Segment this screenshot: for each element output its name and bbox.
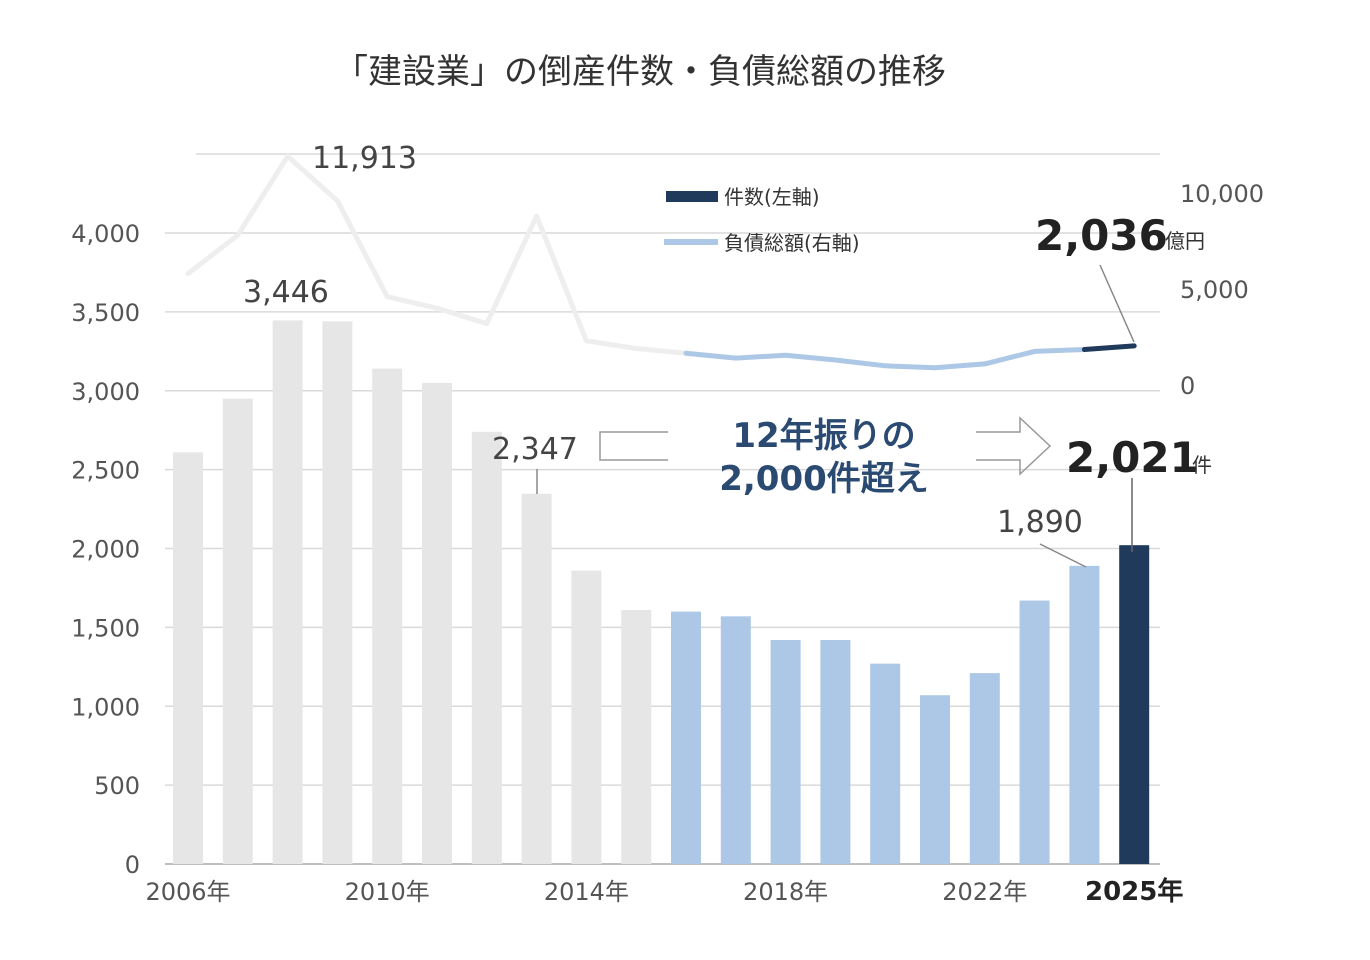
bar-2022 xyxy=(969,673,1000,864)
bar-2024 xyxy=(1069,565,1100,864)
legend-label-line: 負債総額(右軸) xyxy=(724,231,860,255)
label-bar-last-unit: 件 xyxy=(1192,453,1212,477)
right-tick-label: 10,000 xyxy=(1180,180,1264,208)
bar-2019 xyxy=(820,639,851,864)
bar-2021 xyxy=(920,695,950,864)
bar-2017 xyxy=(720,616,751,864)
line-segment-current xyxy=(1081,343,1137,352)
left-tick-label: 2,000 xyxy=(71,536,140,564)
line-series xyxy=(185,153,1137,371)
left-tick-label: 2,500 xyxy=(71,457,140,485)
legend-label-bars: 件数(左軸) xyxy=(724,185,820,209)
bar-2009 xyxy=(322,321,353,865)
label-line-last: 2,036 xyxy=(1035,211,1168,260)
label-bar-last: 2,021 xyxy=(1066,433,1199,482)
bar-2007 xyxy=(222,398,253,864)
line-segment-recent xyxy=(683,347,1087,371)
right-axis: 0 5,000 10,000 xyxy=(1180,180,1264,400)
left-tick-label: 3,000 xyxy=(71,378,140,406)
left-tick-label: 1,000 xyxy=(71,693,140,721)
label-bar-2013: 2,347 xyxy=(492,432,578,467)
annotations: 11,913 3,446 2,347 1,890 2,036 億円 2,021 … xyxy=(243,141,1212,568)
legend-swatch-bars xyxy=(666,191,718,202)
chart-title: 「建設業」の倒産件数・負債総額の推移 xyxy=(334,52,946,92)
left-tick-label: 500 xyxy=(94,772,140,800)
label-line-peak: 11,913 xyxy=(312,141,417,176)
callout-line1: 12年振りの xyxy=(732,416,915,456)
bar-2014 xyxy=(571,570,602,864)
x-axis: 2006年 2010年 2014年 2018年 2022年 2025年 xyxy=(145,876,1183,907)
bar-2011 xyxy=(422,382,452,864)
bar-series xyxy=(173,320,1150,865)
bar-2012 xyxy=(471,431,502,864)
left-tick-label: 1,500 xyxy=(71,614,140,642)
left-tick-label: 3,500 xyxy=(71,299,140,327)
bar-2016 xyxy=(671,611,701,864)
callout-arrow-icon xyxy=(976,416,1052,476)
leader-bar-2024 xyxy=(1039,543,1087,568)
x-tick-label: 2014年 xyxy=(544,878,629,906)
bar-2010 xyxy=(372,368,403,864)
callout-line2: 2,000件超え xyxy=(719,459,929,499)
bar-2018 xyxy=(770,639,801,864)
bar-2023 xyxy=(1019,600,1050,864)
legend: 件数(左軸) 負債総額(右軸) xyxy=(664,185,860,255)
leader-line-last xyxy=(1099,264,1135,343)
bar-2020 xyxy=(870,663,901,864)
bar-2013 xyxy=(521,493,552,864)
left-tick-label: 4,000 xyxy=(71,220,140,248)
x-tick-label: 2022年 xyxy=(942,878,1027,906)
line-segment-past xyxy=(185,153,689,356)
label-bar-peak: 3,446 xyxy=(243,275,329,310)
bar-2015 xyxy=(621,610,652,864)
left-axis: 0 500 1,000 1,500 2,000 2,500 3,000 3,500 4,000 xyxy=(71,220,140,879)
right-tick-label: 0 xyxy=(1180,372,1195,400)
bar-2006 xyxy=(173,452,203,864)
x-tick-label: 2025年 xyxy=(1085,876,1183,907)
label-line-last-unit: 億円 xyxy=(1165,229,1205,253)
label-bar-2024: 1,890 xyxy=(997,505,1083,540)
bar-2025 xyxy=(1119,545,1150,864)
x-tick-label: 2018年 xyxy=(743,878,828,906)
bar-2008 xyxy=(272,320,303,864)
x-tick-label: 2006年 xyxy=(145,878,230,906)
left-tick-label: 0 xyxy=(125,851,140,879)
right-tick-label: 5,000 xyxy=(1180,276,1249,304)
x-tick-label: 2010年 xyxy=(345,878,430,906)
callout-bracket xyxy=(599,431,668,461)
